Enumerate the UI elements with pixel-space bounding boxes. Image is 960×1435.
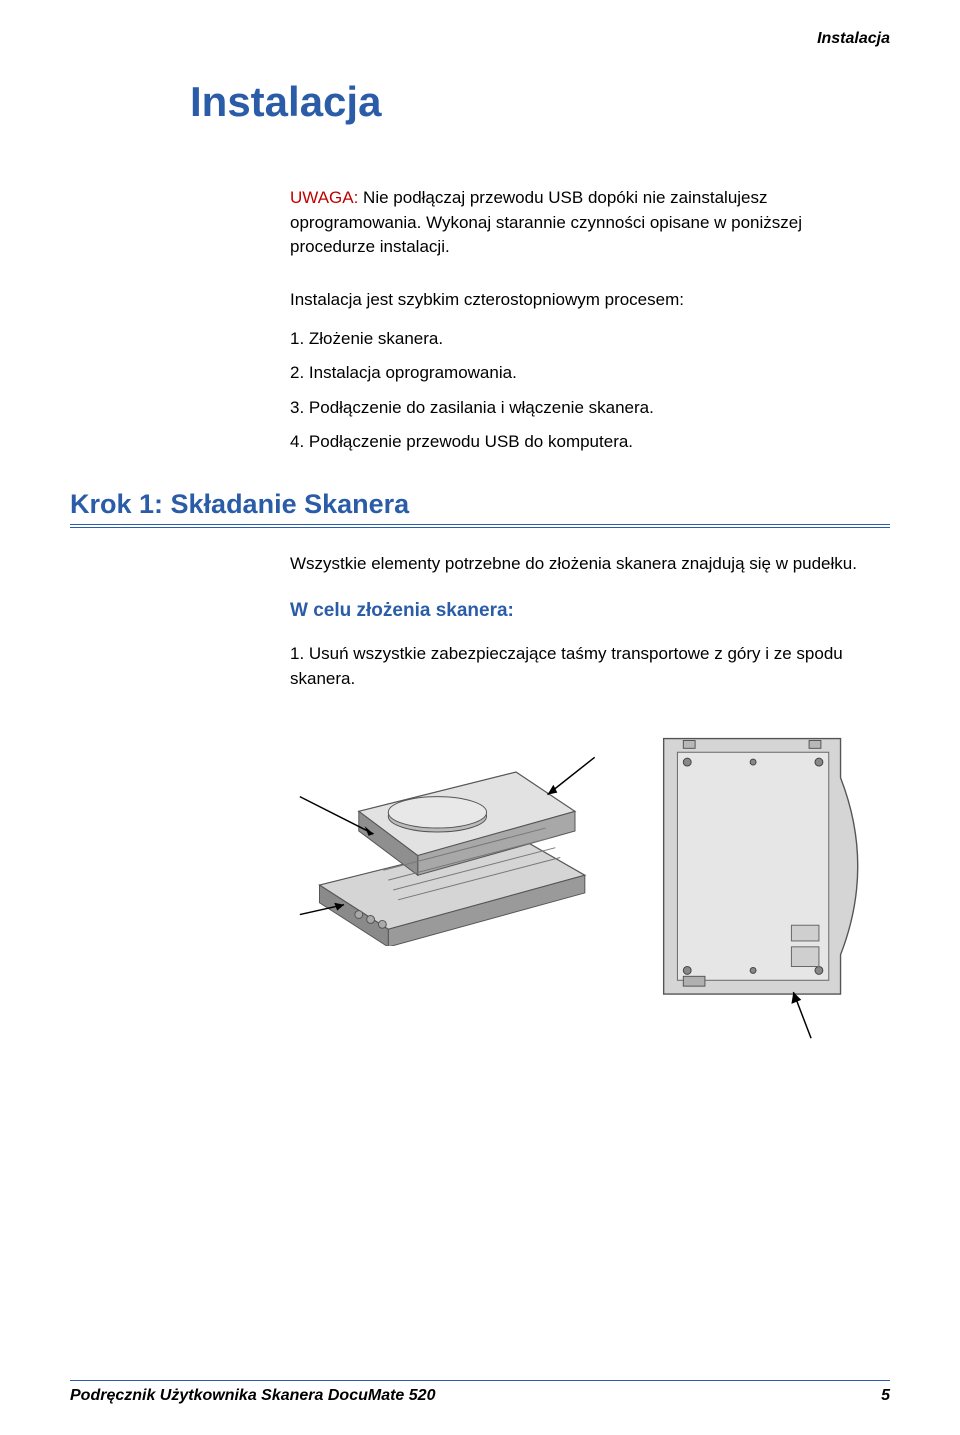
warning-paragraph: UWAGA: Nie podłączaj przewodu USB dopóki… [290,186,890,260]
list-item: 2. Instalacja oprogramowania. [290,361,890,386]
warning-label: UWAGA: [290,188,358,207]
intro-line: Instalacja jest szybkim czterostopniowym… [290,288,890,313]
section-title-step1: Krok 1: Składanie Skanera [70,489,890,520]
section-intro-paragraph: Wszystkie elementy potrzebne do złożenia… [290,552,890,577]
subheading-assemble: W celu złożenia skanera: [290,597,890,625]
install-steps-list: 1. Złożenie skanera. 2. Instalacja oprog… [290,327,890,456]
footer-page-number: 5 [881,1387,890,1405]
list-item: 3. Podłączenie do zasilania i włączenie … [290,396,890,421]
list-item: 1. Złożenie skanera. [290,327,890,352]
scanner-bottom-icon [644,716,890,1046]
section-rule [70,524,890,528]
page-footer: Podręcznik Użytkownika Skanera DocuMate … [70,1380,890,1405]
chapter-title: Instalacja [190,78,890,126]
list-item: 4. Podłączenie przewodu USB do komputera… [290,430,890,455]
figure-row [290,716,890,1046]
scanner-perspective-icon [290,716,614,946]
warning-text: Nie podłączaj przewodu USB dopóki nie za… [290,188,802,256]
running-header: Instalacja [70,30,890,48]
footer-doc-title: Podręcznik Użytkownika Skanera DocuMate … [70,1387,435,1405]
step1-text: 1. Usuń wszystkie zabezpieczające taśmy … [290,642,890,691]
